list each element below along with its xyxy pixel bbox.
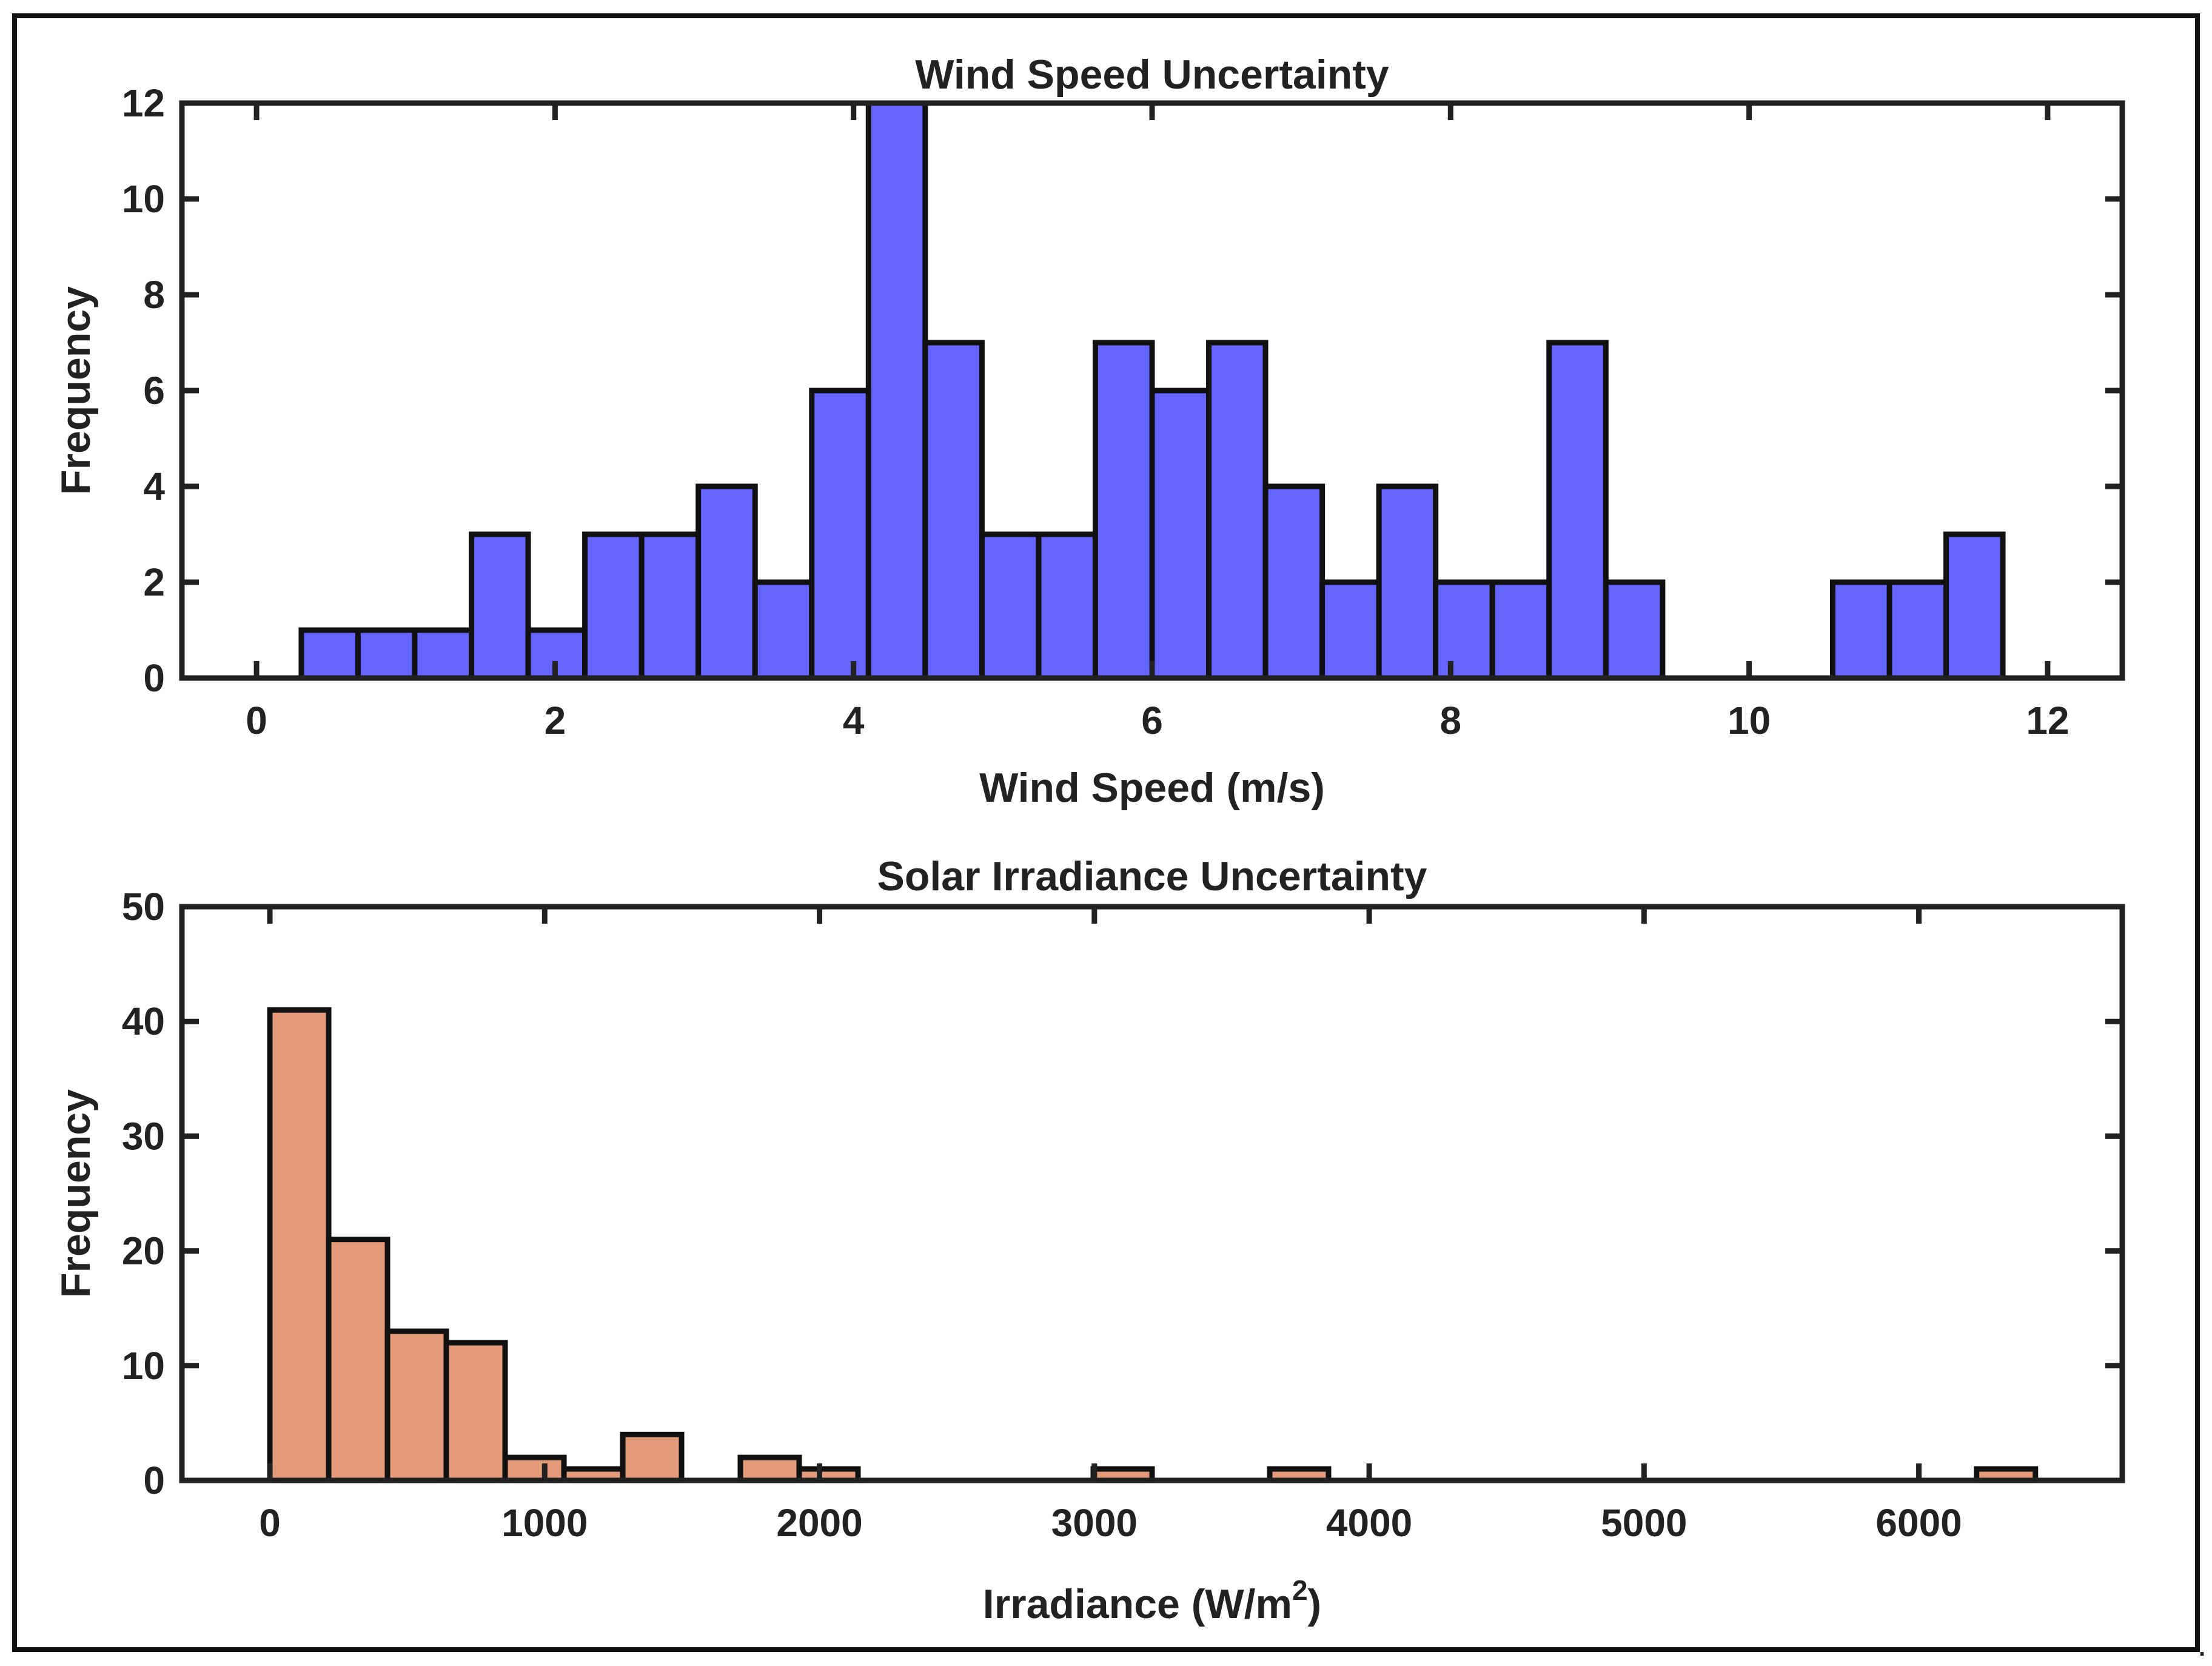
wind-y-ticks: 0 2 4 6 8 10 12	[122, 81, 2122, 700]
wind-bar-19	[1376, 483, 1439, 681]
wind-y-tick-label: 0	[143, 656, 165, 700]
solar-y-tick-label: 50	[122, 885, 165, 929]
wind-bar-23	[1603, 579, 1666, 681]
wind-bar-13	[1036, 531, 1098, 681]
solar-x-ticks: 0 1000 2000 3000 4000 5000 6000	[259, 907, 1962, 1545]
solar-y-axis-label: Frequency	[53, 1089, 99, 1298]
wind-bar-15	[1149, 388, 1212, 681]
wind-x-axis-label: Wind Speed (m/s)	[979, 765, 1325, 811]
solar-x-axis-label-suffix: )	[1308, 1581, 1322, 1627]
wind-bar-21	[1489, 579, 1552, 681]
solar-x-axis-label: Irradiance (W/m2)	[983, 1574, 1321, 1627]
wind-bar-17	[1262, 483, 1326, 681]
wind-x-tick-label: 8	[1440, 699, 1462, 742]
wind-speed-chart: Wind Speed Uncertainty 0 2 4 6 8 10 12 0 2 4 6 8 10…	[53, 52, 2125, 811]
solar-plot-frame	[179, 904, 2125, 1483]
wind-y-tick-label: 4	[143, 465, 165, 508]
wind-x-tick-label: 4	[843, 699, 865, 742]
solar-y-tick-label: 20	[122, 1229, 165, 1273]
wind-bar-11	[922, 340, 985, 681]
wind-bar-20	[1433, 579, 1495, 681]
wind-bar-26	[1943, 531, 2006, 681]
wind-y-tick-label: 2	[143, 560, 165, 604]
solar-bar-4	[502, 1454, 567, 1483]
wind-bar-24	[1829, 579, 1892, 681]
solar-x-tick-label: 5000	[1601, 1501, 1687, 1545]
wind-chart-title: Wind Speed Uncertainty	[915, 52, 1389, 98]
wind-y-tick-label: 6	[143, 369, 165, 412]
wind-x-tick-label: 2	[545, 699, 566, 742]
wind-x-tick-label: 0	[246, 699, 267, 742]
wind-bar-5	[582, 531, 645, 681]
wind-bar-22	[1546, 340, 1609, 681]
solar-y-tick-label: 10	[122, 1344, 165, 1388]
wind-plot-frame	[179, 100, 2125, 681]
solar-bar-2	[384, 1328, 449, 1483]
solar-x-axis-label-main: Irradiance (W/m	[983, 1581, 1292, 1627]
wind-bar-6	[638, 531, 702, 681]
solar-irradiance-chart: Solar Irradiance Uncertainty 0 1000 2000 30…	[53, 853, 2125, 1627]
wind-bar-7	[695, 483, 758, 681]
wind-x-tick-label: 10	[1728, 699, 1771, 742]
solar-x-tick-label: 6000	[1875, 1501, 1962, 1545]
wind-y-axis-label: Frequency	[53, 286, 99, 495]
solar-x-tick-label: 2000	[776, 1501, 862, 1545]
wind-bars	[298, 100, 2006, 681]
wind-bar-10	[865, 100, 928, 681]
wind-bar-3	[469, 531, 531, 681]
solar-y-tick-label: 40	[122, 999, 165, 1043]
solar-x-axis-label-superscript: 2	[1292, 1574, 1308, 1606]
wind-x-ticks: 0 2 4 6 8 10 12	[246, 103, 2070, 742]
solar-chart-title: Solar Irradiance Uncertainty	[877, 853, 1427, 899]
wind-bar-2	[412, 627, 475, 681]
solar-x-tick-label: 0	[259, 1501, 281, 1545]
wind-bar-1	[355, 627, 418, 681]
wind-y-tick-label: 12	[122, 81, 165, 125]
trailing-period: .	[2199, 1634, 2205, 1661]
wind-x-tick-label: 12	[2026, 699, 2069, 742]
wind-bar-16	[1206, 340, 1269, 681]
wind-bar-8	[752, 579, 815, 681]
wind-y-tick-label: 10	[122, 177, 165, 221]
wind-bar-0	[298, 627, 361, 681]
wind-bar-18	[1319, 579, 1382, 681]
solar-x-tick-label: 3000	[1051, 1501, 1138, 1545]
solar-bar-3	[443, 1340, 508, 1483]
wind-y-tick-label: 8	[143, 273, 165, 317]
solar-y-tick-label: 0	[143, 1459, 165, 1502]
solar-bar-1	[326, 1237, 390, 1483]
solar-bar-6	[620, 1431, 685, 1483]
solar-y-tick-label: 30	[122, 1114, 165, 1158]
wind-bar-9	[809, 388, 871, 681]
wind-x-tick-label: 6	[1141, 699, 1163, 742]
wind-bar-14	[1092, 340, 1155, 681]
solar-bar-7	[737, 1454, 802, 1483]
solar-bar-0	[267, 1007, 332, 1483]
wind-bar-25	[1886, 579, 1949, 681]
solar-x-tick-label: 4000	[1326, 1501, 1412, 1545]
wind-bar-12	[979, 531, 1042, 681]
solar-x-tick-label: 1000	[501, 1501, 588, 1545]
